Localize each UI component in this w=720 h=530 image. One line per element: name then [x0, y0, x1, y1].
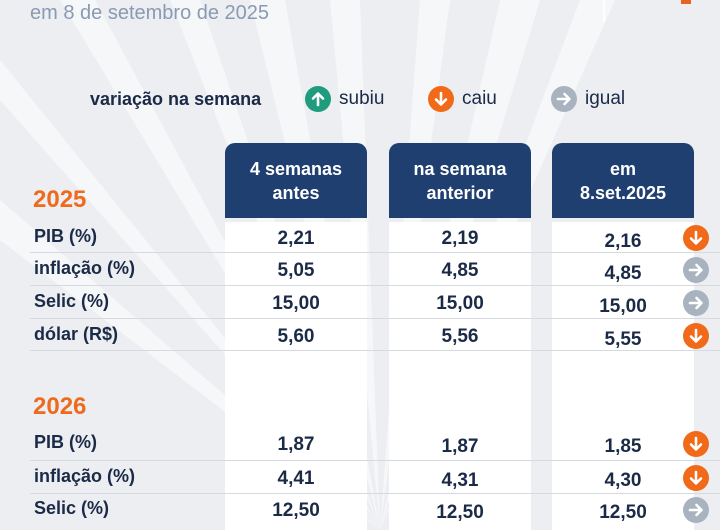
row-label: dólar (R$): [34, 324, 119, 344]
column-body-4-weeks: [225, 222, 367, 530]
arrow-down-icon: [683, 323, 709, 349]
value-current: 4,30: [604, 470, 642, 491]
value-previous-week: 1,87: [441, 436, 479, 457]
year-label-2026: 2026: [33, 393, 87, 420]
row-divider: [30, 460, 720, 461]
value-4-weeks: 5,05: [277, 260, 315, 281]
legend-item-up: subiu: [305, 86, 384, 112]
legend-down-label: caiu: [462, 88, 497, 109]
value-4-weeks: 12,50: [272, 500, 320, 521]
table-row: PIB (%) 2,21 2,19 2,16: [0, 222, 720, 255]
arrow-right-icon: [683, 497, 709, 523]
column-body-current: [552, 222, 694, 530]
value-4-weeks: 5,60: [277, 326, 315, 347]
arrow-down-icon: [428, 86, 454, 112]
row-label: PIB (%): [34, 432, 97, 452]
column-header-line1: na semana: [413, 158, 507, 179]
table-row: PIB (%) 1,87 1,87 1,85: [0, 428, 720, 461]
column-body-previous-week: [389, 222, 531, 530]
row-label: inflação (%): [34, 258, 136, 278]
page-subtitle: em 8 de setembro de 2025: [30, 2, 270, 24]
legend-item-equal: igual: [551, 86, 625, 112]
column-header-line1: em: [609, 158, 636, 179]
arrow-down-icon: [683, 465, 709, 491]
row-label: PIB (%): [34, 226, 97, 246]
arrow-right-icon: [551, 86, 577, 112]
legend-equal-label: igual: [585, 88, 626, 109]
column-header-current: em 8.set.2025: [552, 143, 694, 218]
value-previous-week: 4,31: [441, 470, 479, 491]
row-divider: [30, 350, 720, 351]
legend-up-label: subiu: [339, 88, 385, 109]
value-4-weeks: 1,87: [277, 434, 315, 455]
value-previous-week: 15,00: [436, 293, 484, 314]
column-header-line2: anterior: [426, 182, 494, 203]
row-divider: [30, 285, 720, 286]
row-label: inflação (%): [34, 466, 136, 486]
column-header-previous-week: na semana anterior: [389, 143, 531, 218]
arrow-down-icon: [683, 431, 709, 457]
arrow-down-icon: [683, 225, 709, 251]
value-current: 4,85: [604, 263, 642, 284]
value-current: 15,00: [599, 296, 647, 317]
value-previous-week: 2,19: [441, 228, 479, 249]
value-current: 5,55: [604, 329, 642, 350]
row-label: Selic (%): [34, 498, 110, 518]
legend-title: variação na semana: [90, 89, 262, 109]
value-4-weeks: 2,21: [277, 228, 315, 249]
value-previous-week: 12,50: [436, 502, 484, 523]
column-header-line1: 4 semanas: [249, 158, 343, 179]
row-divider: [30, 252, 720, 253]
value-previous-week: 5,56: [441, 326, 479, 347]
row-divider: [30, 318, 720, 319]
table-row: inflação (%) 5,05 4,85 4,85: [0, 254, 720, 287]
decorative-divider: [603, 0, 605, 22]
column-header-4-weeks: 4 semanas antes: [225, 143, 367, 218]
year-label-2025: 2025: [33, 186, 87, 213]
legend-item-down: caiu: [428, 86, 497, 112]
value-current: 1,85: [604, 436, 642, 457]
value-current: 2,16: [604, 231, 642, 252]
arrow-right-icon: [683, 257, 709, 283]
value-current: 12,50: [599, 502, 647, 523]
row-label: Selic (%): [34, 291, 110, 311]
arrow-up-icon: [305, 86, 331, 112]
table-row: Selic (%) 15,00 15,00 15,00: [0, 287, 720, 320]
table-row: inflação (%) 4,41 4,31 4,30: [0, 462, 720, 495]
value-4-weeks: 4,41: [277, 468, 315, 489]
table-row: Selic (%) 12,50 12,50 12,50: [0, 494, 720, 527]
value-4-weeks: 15,00: [272, 293, 320, 314]
table-row: dólar (R$) 5,60 5,56 5,55: [0, 320, 720, 353]
row-divider: [30, 493, 720, 494]
column-header-line2: 8.set.2025: [579, 182, 667, 203]
arrow-right-icon: [683, 290, 709, 316]
value-previous-week: 4,85: [441, 260, 479, 281]
brand-mark: [681, 0, 691, 4]
column-header-line2: antes: [272, 182, 320, 203]
